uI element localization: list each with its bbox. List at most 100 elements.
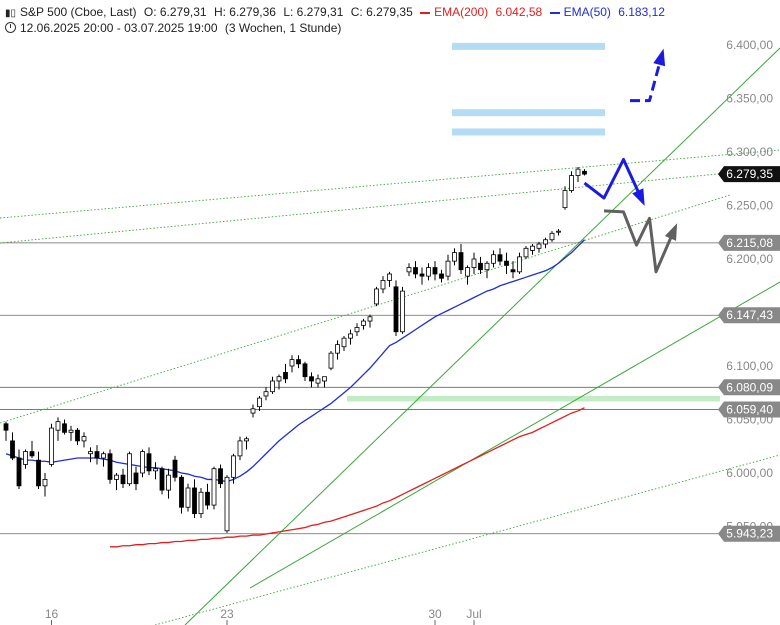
candle-body (107, 453, 113, 480)
channel-line (0, 167, 780, 244)
candle-body (387, 273, 392, 281)
price-tag-label: 6.279,35 (726, 167, 773, 181)
trend-lines (0, 47, 780, 625)
candle-body (224, 476, 230, 532)
candle-body (159, 468, 165, 491)
y-tick-label: 6.300,00 (726, 145, 773, 159)
candlesticks[interactable] (3, 166, 587, 533)
candle-body (361, 320, 366, 326)
horizontal-levels (0, 242, 720, 535)
candle-body (283, 372, 288, 380)
ema50-line (5, 239, 585, 483)
price-tag-label: 5.943,23 (726, 527, 773, 541)
timeframe: (3 Wochen, 1 Stunde) (224, 21, 342, 35)
candle-body (127, 453, 132, 485)
candle-body (68, 429, 74, 433)
chart-range-info: 12.06.2025 20:00 - 03.07.2025 19:00 (3 W… (5, 21, 345, 35)
candle-body (491, 254, 496, 264)
candle-body (146, 453, 152, 472)
candle-body (120, 474, 126, 485)
candle-body (257, 397, 262, 408)
candle-body (172, 459, 178, 478)
candle-body (237, 440, 243, 457)
y-tick-label: 6.000,00 (726, 466, 773, 480)
candle-body (367, 316, 373, 322)
candle-body (75, 429, 80, 442)
candle-body (465, 267, 470, 277)
candle-body (497, 254, 503, 262)
candle-body (81, 436, 87, 442)
price-tag (718, 166, 780, 183)
candle-body (380, 279, 386, 290)
trend-line (184, 47, 780, 625)
price-zones (347, 42, 720, 402)
candle-body (510, 269, 516, 273)
high-value: H: 6.279,36 (213, 5, 276, 19)
candle-body (276, 376, 282, 382)
x-tick-label: 23 (220, 607, 234, 621)
candle-body (556, 230, 561, 233)
candle-body (3, 423, 9, 431)
candle-body (517, 256, 522, 273)
ema200-value: 6.042,58 (495, 5, 543, 19)
candle-body (302, 363, 308, 378)
candle-body (114, 474, 119, 480)
candle-body (354, 327, 360, 333)
resistance-zone (452, 109, 605, 117)
candle-body (348, 333, 353, 339)
bullish-target-scenario-arrow (630, 52, 664, 103)
candle-body (23, 451, 28, 465)
candle-body (536, 243, 542, 249)
candle-body (179, 476, 184, 508)
candle-body (244, 438, 249, 442)
clock-icon (5, 22, 16, 33)
candle-body (400, 290, 405, 333)
x-tick-label: Jul (466, 607, 481, 621)
candle-body (530, 245, 535, 251)
candle-body (328, 352, 334, 369)
y-tick-label: 6.350,00 (726, 92, 773, 106)
candle-body (270, 380, 275, 393)
ema200-line (110, 407, 585, 548)
channel-line (0, 194, 731, 424)
candle-body (36, 459, 41, 487)
price-tag (718, 401, 780, 418)
candle-body (484, 262, 490, 271)
candle-body (250, 408, 256, 414)
candle-body (231, 455, 236, 478)
price-tag-label: 6.215,08 (726, 236, 773, 250)
x-axis: 16 23 30 Jul (45, 607, 482, 625)
y-tick-label: 6.200,00 (726, 252, 773, 266)
candle-body (341, 337, 347, 348)
candle-body (478, 262, 483, 271)
candle-body (62, 423, 67, 433)
candle-body (140, 451, 145, 474)
candle-body (322, 376, 327, 382)
support-zone (347, 395, 720, 402)
candle-body (445, 260, 451, 277)
candle-body (439, 273, 444, 279)
candle-body (10, 440, 15, 459)
price-tag-label: 6.080,09 (726, 380, 773, 394)
candle-body (309, 376, 314, 382)
candle-body (374, 288, 379, 305)
scenario-arrows (583, 48, 678, 274)
candle-body (42, 479, 48, 487)
arrow-head (632, 188, 645, 206)
date-range: 12.06.2025 20:00 - 03.07.2025 19:00 (20, 21, 218, 35)
candle-body (432, 267, 438, 275)
candle-body (185, 487, 191, 508)
candle-body (29, 451, 35, 457)
open-value: O: 6.279,31 (143, 5, 207, 19)
candle-body (575, 168, 581, 176)
y-tick-label: 6.250,00 (726, 199, 773, 213)
candle-body (166, 474, 171, 491)
ema50-legend-swatch (549, 11, 560, 14)
x-tick-label: 16 (45, 607, 59, 621)
candle-body (94, 451, 100, 459)
candle-body (16, 457, 22, 487)
candle-body (504, 260, 509, 266)
close-value: C: 6.279,35 (350, 5, 413, 19)
candle-body (452, 252, 457, 262)
